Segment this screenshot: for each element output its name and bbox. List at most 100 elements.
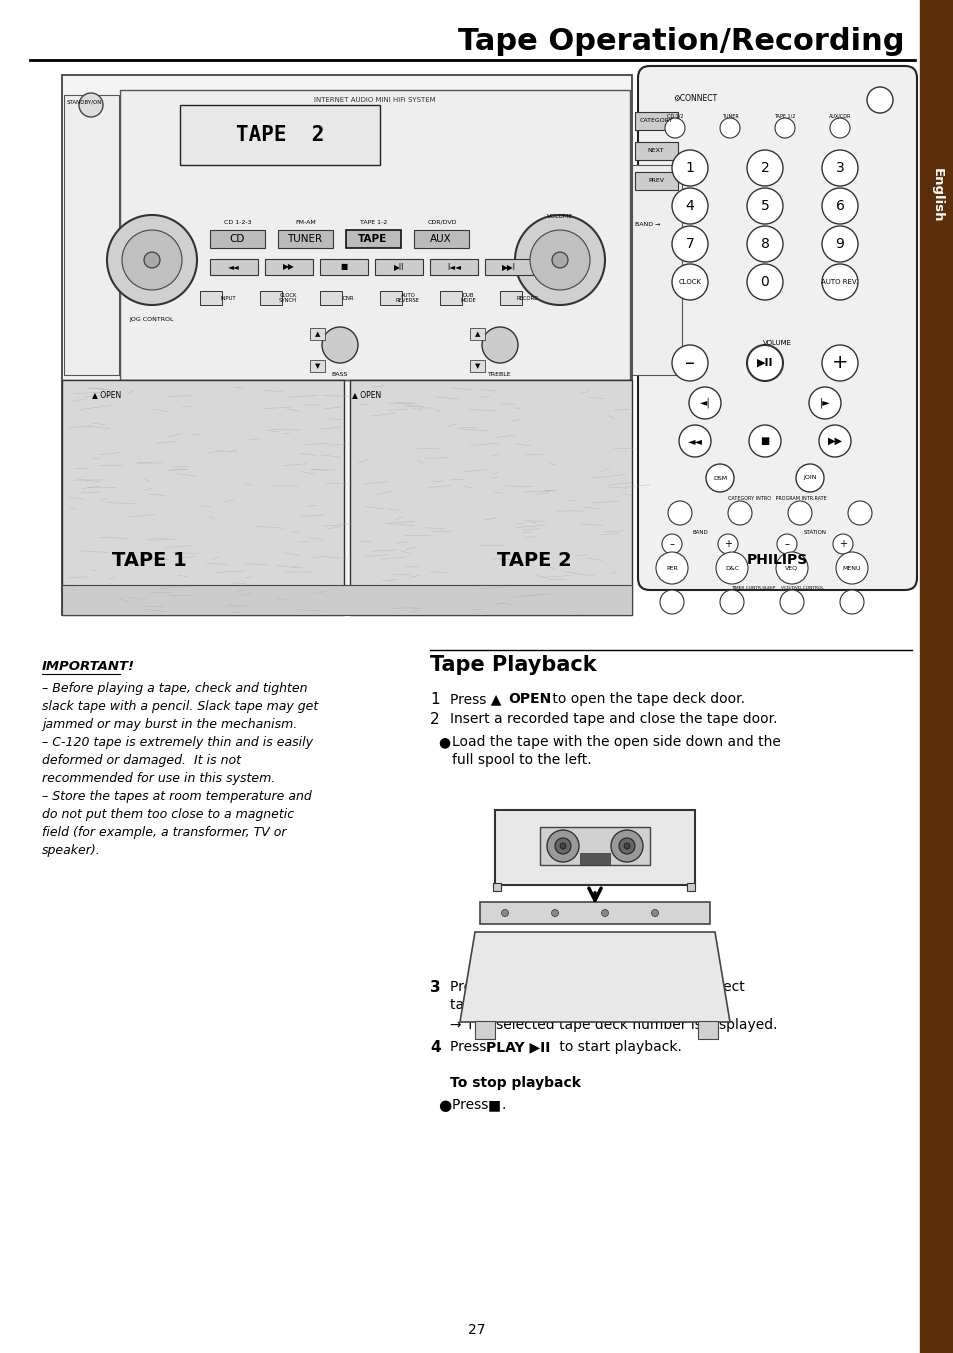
Text: – C-120 tape is extremely thin and is easily: – C-120 tape is extremely thin and is ea… (42, 736, 313, 750)
Bar (470, 327, 484, 340)
Bar (260, 291, 282, 304)
Text: INTERNET AUDIO MINI HiFi SYSTEM: INTERNET AUDIO MINI HiFi SYSTEM (314, 97, 436, 103)
Circle shape (651, 909, 658, 916)
Circle shape (501, 909, 508, 916)
Bar (319, 291, 341, 304)
Text: ◄◄: ◄◄ (687, 436, 701, 446)
Circle shape (821, 150, 857, 185)
Circle shape (808, 387, 841, 419)
Circle shape (795, 464, 823, 492)
Text: –: – (684, 353, 694, 372)
Bar (539, 827, 649, 865)
Circle shape (775, 552, 807, 584)
Text: PREV: PREV (647, 179, 663, 184)
Circle shape (122, 230, 182, 290)
Bar (62, 380, 344, 616)
FancyBboxPatch shape (638, 66, 916, 590)
Text: +: + (723, 538, 731, 549)
Text: deformed or damaged.  It is not: deformed or damaged. It is not (42, 754, 241, 767)
Circle shape (866, 87, 892, 114)
Circle shape (659, 590, 683, 614)
Text: ▲ OPEN: ▲ OPEN (352, 391, 381, 399)
Text: 2: 2 (760, 161, 768, 175)
Circle shape (79, 93, 103, 116)
Text: ▶II: ▶II (394, 262, 404, 272)
Circle shape (671, 188, 707, 225)
Text: CD 1/2: CD 1/2 (666, 114, 682, 119)
Text: D&C: D&C (724, 566, 739, 571)
Text: Insert a recorded tape and close the tape door.: Insert a recorded tape and close the tap… (450, 712, 777, 727)
Bar (470, 360, 484, 372)
Text: ◄◄: ◄◄ (228, 262, 239, 272)
Text: ■: ■ (340, 262, 347, 272)
Text: TAPE 1-2: TAPE 1-2 (360, 219, 387, 225)
Text: BAND: BAND (691, 530, 707, 536)
Circle shape (780, 590, 803, 614)
Text: PLAY ▶II: PLAY ▶II (485, 1040, 550, 1054)
Polygon shape (459, 932, 729, 1022)
Circle shape (746, 150, 782, 185)
Text: VEQ: VEQ (784, 566, 798, 571)
Text: FM-AM: FM-AM (295, 219, 316, 225)
Circle shape (664, 118, 684, 138)
Bar (475, 1022, 495, 1039)
Text: AUTO REV.: AUTO REV. (821, 279, 858, 285)
Text: to start playback.: to start playback. (555, 1040, 681, 1054)
Text: DSM: DSM (712, 475, 726, 480)
Text: 5: 5 (760, 199, 768, 212)
Circle shape (818, 425, 850, 457)
Circle shape (661, 534, 681, 553)
Bar (200, 291, 222, 304)
Bar (484, 258, 533, 275)
Text: DUB
MODE: DUB MODE (459, 292, 476, 303)
Circle shape (835, 552, 867, 584)
Bar (265, 258, 313, 275)
Text: TIMER CONTR.SLEEP    VCD/DVD-CONTROL: TIMER CONTR.SLEEP VCD/DVD-CONTROL (730, 586, 822, 590)
Text: TAPE: TAPE (485, 980, 524, 994)
Text: tape deck 1 or tape deck 2.: tape deck 1 or tape deck 2. (450, 999, 641, 1012)
Circle shape (667, 501, 691, 525)
Text: RECORD: RECORD (517, 295, 538, 300)
Bar (64, 95, 119, 375)
Text: ▲ OPEN: ▲ OPEN (91, 391, 121, 399)
Text: PHILIPS: PHILIPS (745, 553, 807, 567)
Text: ▶II: ▶II (756, 359, 773, 368)
Text: –: – (669, 538, 674, 549)
Bar (439, 291, 461, 304)
Circle shape (746, 264, 782, 300)
Text: Load the tape with the open side down and the: Load the tape with the open side down an… (452, 735, 781, 750)
Circle shape (679, 425, 710, 457)
Text: speaker).: speaker). (42, 844, 101, 856)
Bar (414, 230, 469, 248)
Text: to open the tape deck door.: to open the tape deck door. (547, 691, 744, 706)
Text: Press ▲: Press ▲ (450, 691, 505, 706)
Circle shape (515, 215, 604, 304)
Text: AUX/CDR: AUX/CDR (828, 114, 850, 119)
Circle shape (716, 552, 747, 584)
Bar (277, 230, 333, 248)
Text: 1: 1 (430, 691, 439, 708)
Text: 27: 27 (468, 1323, 485, 1337)
Text: → The selected tape deck number is displayed.: → The selected tape deck number is displ… (450, 1017, 777, 1032)
Circle shape (821, 188, 857, 225)
Text: English: English (929, 168, 943, 222)
Bar (631, 165, 681, 375)
Circle shape (718, 534, 738, 553)
Circle shape (746, 345, 782, 382)
Bar (495, 810, 695, 885)
Circle shape (322, 327, 357, 363)
Text: Press: Press (450, 1040, 490, 1054)
Text: ◄|: ◄| (699, 398, 710, 409)
Text: full spool to the left.: full spool to the left. (452, 754, 591, 767)
Bar (430, 258, 477, 275)
Text: recommended for use in this system.: recommended for use in this system. (42, 773, 275, 785)
Text: CDR/DVD: CDR/DVD (427, 219, 456, 225)
Text: STANDBY/ON: STANDBY/ON (67, 100, 102, 104)
Circle shape (656, 552, 687, 584)
Circle shape (847, 501, 871, 525)
Bar (379, 291, 401, 304)
Circle shape (776, 534, 796, 553)
Circle shape (840, 590, 863, 614)
Circle shape (705, 464, 733, 492)
Text: CD 1-2-3: CD 1-2-3 (224, 219, 252, 225)
